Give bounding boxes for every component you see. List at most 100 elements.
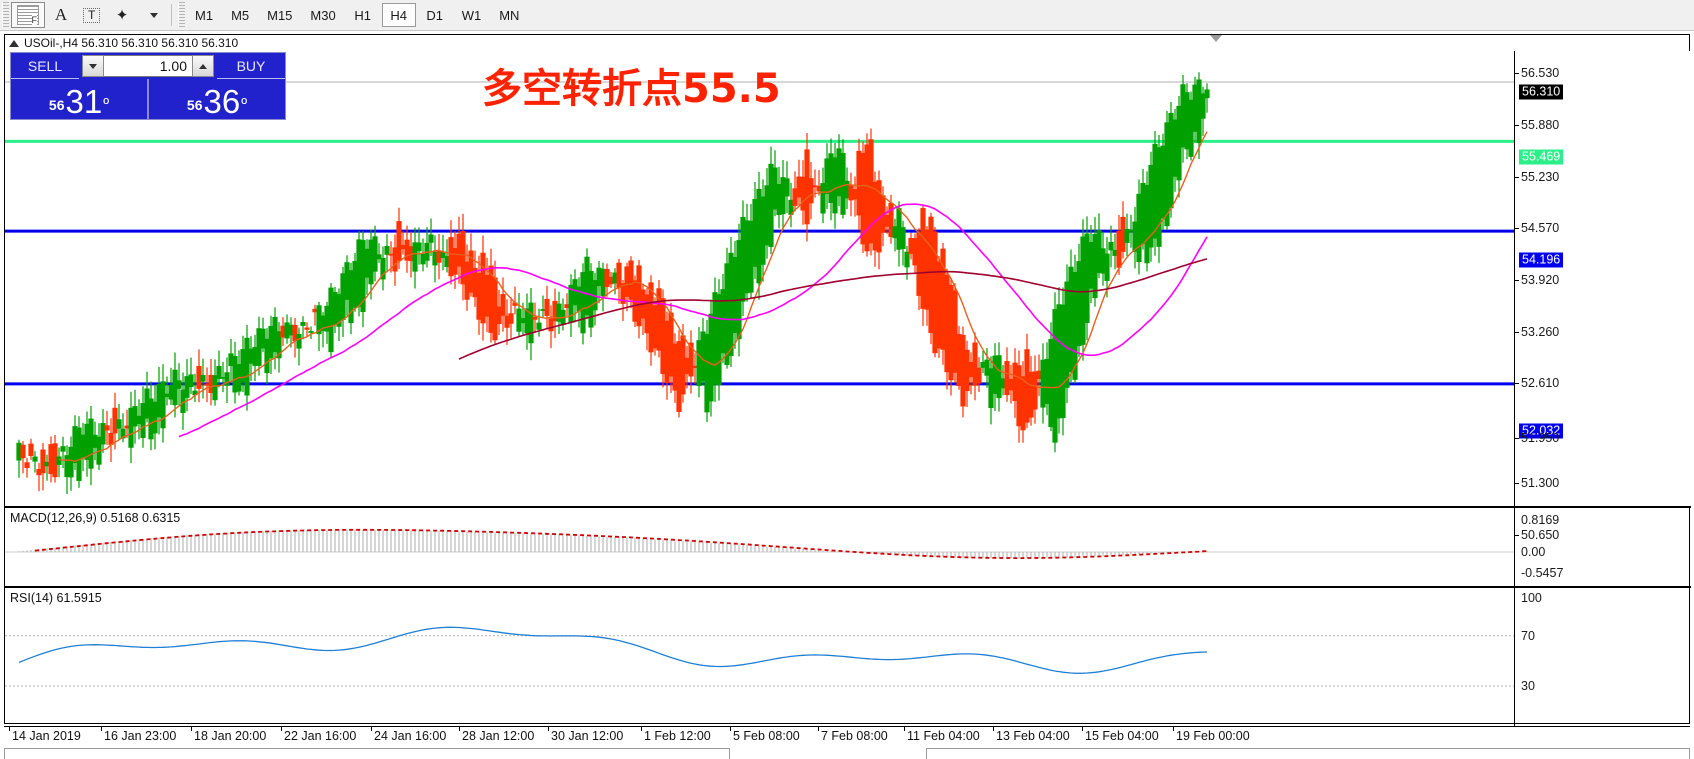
volume-increase-button[interactable] <box>192 55 214 77</box>
time-axis-label: 18 Jan 20:00 <box>194 729 267 743</box>
time-axis-tick <box>818 727 819 731</box>
buy-button[interactable]: BUY <box>217 53 285 79</box>
candle <box>380 246 386 291</box>
timeframe-group-grip[interactable] <box>178 2 185 28</box>
candle <box>372 225 378 282</box>
candle <box>516 293 522 338</box>
moving-average-line <box>178 203 1208 438</box>
candle <box>100 409 106 453</box>
price-axis-level-label: 52.032 <box>1519 423 1564 439</box>
candlestick-svg <box>5 72 1514 494</box>
rsi-axis-label: 70 <box>1521 629 1535 643</box>
time-axis[interactable]: 14 Jan 2019 16 Jan 23:00 18 Jan 20:00 22 Ja… <box>4 726 1690 748</box>
collapse-triangle-icon[interactable] <box>9 39 19 47</box>
time-axis-label: 30 Jan 12:00 <box>551 729 624 743</box>
timeframe-m1[interactable]: M1 <box>195 7 214 23</box>
rsi-plot-area <box>5 588 1514 726</box>
volume-decrease-button[interactable] <box>82 55 104 77</box>
candle <box>216 350 222 388</box>
candle <box>376 243 382 263</box>
candle <box>244 324 250 411</box>
candle <box>460 213 466 301</box>
price-pane[interactable] <box>5 51 1691 506</box>
timeframe-m30[interactable]: M30 <box>310 7 336 23</box>
time-axis-tick <box>459 727 460 731</box>
price-axis-tick <box>1515 535 1519 536</box>
chevron-down-icon[interactable] <box>138 2 166 28</box>
timeframe-mn[interactable]: MN <box>499 7 520 23</box>
timeframe-h1[interactable]: H1 <box>354 7 372 23</box>
timeframe-h4[interactable]: H4 <box>381 3 416 27</box>
one-click-trading-panel[interactable]: SELL 1.00 BUY 56 31 º 56 36 º <box>10 52 286 120</box>
text-A-icon[interactable]: A <box>54 5 68 24</box>
macd-pane[interactable]: MACD(12,26,9) 0.5168 0.6315 0.8169 0.00 -0… <box>5 506 1691 586</box>
price-axis-tick <box>1515 438 1519 439</box>
time-axis-tick <box>904 727 905 731</box>
chart-window: USOil-,H4 56.310 56.310 56.310 56.310 56… <box>4 34 1691 726</box>
price-axis-label: 50.650 <box>1521 528 1560 542</box>
candle <box>1104 237 1110 298</box>
candle <box>508 297 514 339</box>
candle <box>56 447 62 478</box>
candle <box>500 277 506 332</box>
buy-price-display[interactable]: 56 36 º <box>149 79 285 119</box>
candle <box>360 230 366 328</box>
time-axis-tick <box>641 727 642 731</box>
time-axis-tick <box>9 727 10 731</box>
rsi-axis: 100 70 30 <box>1514 588 1691 726</box>
price-axis-level-label: 54.196 <box>1519 252 1564 268</box>
price-plot-area[interactable] <box>5 51 1514 506</box>
candle <box>416 227 422 265</box>
time-axis-label: 13 Feb 04:00 <box>996 729 1070 743</box>
candle <box>820 167 826 224</box>
candle <box>24 457 30 478</box>
sell-price-suffix: º <box>103 96 110 113</box>
candle <box>60 436 66 469</box>
main-toolbar: A T ✦ M1 M5 M15 M30 H1 H4 D1 W1 MN <box>0 0 1694 31</box>
candle <box>300 316 306 340</box>
price-axis-label: 56.530 <box>1521 66 1560 80</box>
macd-svg <box>5 528 1514 559</box>
objects-icon[interactable]: ✦ <box>115 7 129 24</box>
template-f-icon[interactable] <box>11 2 45 28</box>
toolbar-grip[interactable] <box>2 2 9 28</box>
oct-price-row: 56 31 º 56 36 º <box>11 79 285 119</box>
candle <box>152 384 158 450</box>
price-axis-label: 55.880 <box>1521 118 1560 132</box>
time-axis-label: 1 Feb 12:00 <box>644 729 711 743</box>
volume-input[interactable]: 1.00 <box>104 55 192 77</box>
moving-average-line <box>58 131 1208 463</box>
rsi-axis-label: 100 <box>1521 591 1542 605</box>
bottom-tab-1[interactable] <box>4 748 730 759</box>
timeframe-w1[interactable]: W1 <box>461 7 482 23</box>
candle <box>1204 83 1210 113</box>
candle <box>1200 86 1206 136</box>
sell-button[interactable]: SELL <box>11 53 79 79</box>
symbol-info-bar: USOil-,H4 56.310 56.310 56.310 56.310 <box>5 35 1689 51</box>
rsi-line <box>18 626 1208 674</box>
time-axis-label: 24 Jan 16:00 <box>374 729 447 743</box>
candle <box>40 442 46 491</box>
candle <box>1032 355 1038 424</box>
volume-control[interactable]: 1.00 <box>79 53 217 79</box>
timeframe-d1[interactable]: D1 <box>426 7 444 23</box>
price-axis[interactable]: 56.530 56.310 55.880 55.469 55.230 54.570 54.1… <box>1514 51 1691 542</box>
sell-price-display[interactable]: 56 31 º <box>11 79 147 119</box>
timeframe-m15[interactable]: M15 <box>267 7 293 23</box>
price-axis-tick <box>1515 177 1519 178</box>
macd-axis-label: 0.00 <box>1521 545 1546 559</box>
time-axis-label: 7 Feb 08:00 <box>821 729 888 743</box>
text-label-icon[interactable]: T <box>77 2 106 28</box>
candle <box>900 220 906 266</box>
rsi-pane[interactable]: RSI(14) 61.5915 100 70 30 <box>5 586 1691 726</box>
candle <box>952 283 958 383</box>
time-axis-label: 28 Jan 12:00 <box>462 729 535 743</box>
time-axis-tick <box>993 727 994 731</box>
bottom-tab-2[interactable] <box>926 748 1690 759</box>
candle <box>784 161 790 213</box>
time-axis-tick <box>101 727 102 731</box>
candle <box>260 317 266 353</box>
timeframe-m5[interactable]: M5 <box>231 7 250 23</box>
time-axis-tick <box>371 727 372 731</box>
price-axis-label: 54.570 <box>1521 221 1560 235</box>
